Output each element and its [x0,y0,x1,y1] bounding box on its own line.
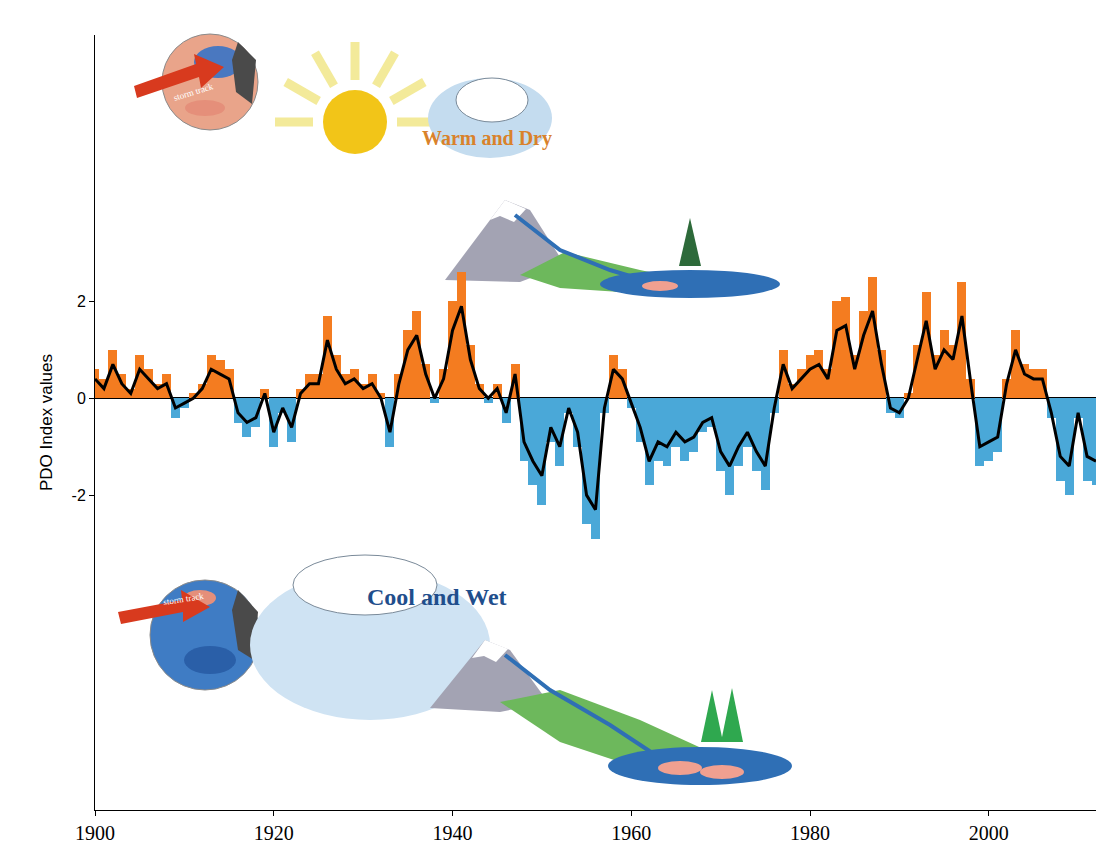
svg-text:-2: -2 [72,487,86,504]
svg-text:2: 2 [77,293,86,310]
svg-text:0: 0 [77,390,86,407]
svg-text:Warm and Dry: Warm and Dry [422,127,552,150]
svg-text:1900: 1900 [75,822,115,844]
svg-text:storm track: storm track [172,81,214,103]
svg-text:Cool and Wet: Cool and Wet [367,584,507,610]
svg-text:2000: 2000 [969,822,1009,844]
svg-text:PDO Index values: PDO Index values [37,354,56,491]
svg-text:1960: 1960 [611,822,651,844]
svg-text:1980: 1980 [790,822,830,844]
svg-text:1920: 1920 [254,822,294,844]
svg-text:storm track: storm track [163,591,205,607]
svg-text:1940: 1940 [433,822,473,844]
